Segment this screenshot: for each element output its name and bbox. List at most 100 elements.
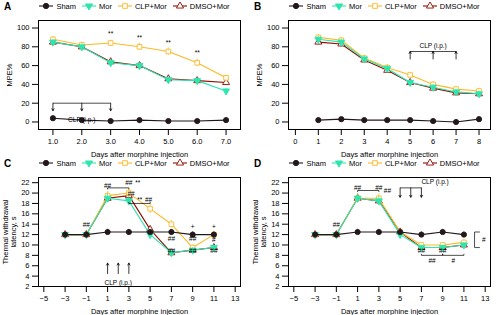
- svg-text:##: ##: [189, 235, 197, 242]
- svg-text:##: ##: [168, 247, 176, 254]
- svg-text:18: 18: [21, 199, 29, 208]
- svg-text:−5: −5: [290, 294, 299, 303]
- svg-text:CLP (i.p.): CLP (i.p.): [68, 116, 95, 124]
- svg-text:##: ##: [168, 235, 176, 242]
- svg-text:**: **: [135, 179, 141, 186]
- svg-text:Days after morphine injection: Days after morphine injection: [341, 307, 438, 315]
- svg-text:22: 22: [21, 178, 29, 187]
- svg-text:6.0: 6.0: [192, 137, 202, 146]
- svg-text:−5: −5: [40, 294, 49, 303]
- svg-text:40: 40: [21, 80, 29, 89]
- svg-text:80: 80: [271, 42, 279, 51]
- svg-text:80: 80: [21, 42, 29, 51]
- svg-text:#: #: [482, 236, 486, 243]
- svg-text:4: 4: [385, 137, 389, 146]
- svg-text:4: 4: [275, 272, 279, 281]
- svg-text:7: 7: [419, 294, 423, 303]
- svg-text:##: ##: [375, 184, 383, 191]
- svg-text:##: ##: [189, 247, 197, 254]
- svg-text:7.0: 7.0: [221, 137, 231, 146]
- svg-text:16: 16: [271, 209, 279, 218]
- svg-text:5.0: 5.0: [163, 137, 173, 146]
- svg-text:**: **: [195, 49, 201, 56]
- svg-text:5: 5: [398, 294, 402, 303]
- svg-text:8: 8: [25, 251, 29, 260]
- svg-text:5: 5: [148, 294, 152, 303]
- svg-text:CLP (i.p.): CLP (i.p.): [419, 42, 446, 50]
- svg-text:−1: −1: [332, 294, 341, 303]
- svg-text:8: 8: [275, 251, 279, 260]
- svg-text:10: 10: [271, 240, 279, 249]
- svg-text:60: 60: [271, 61, 279, 70]
- svg-text:13: 13: [481, 294, 489, 303]
- svg-text:##: ##: [384, 187, 392, 194]
- svg-text:11: 11: [210, 294, 218, 303]
- svg-text:##: ##: [145, 196, 153, 203]
- svg-text:6: 6: [431, 137, 435, 146]
- svg-text:9: 9: [441, 294, 445, 303]
- svg-text:0: 0: [275, 117, 279, 126]
- svg-text:4.0: 4.0: [134, 137, 144, 146]
- svg-text:2: 2: [25, 282, 29, 291]
- svg-text:8: 8: [477, 137, 481, 146]
- svg-text:##: ##: [439, 247, 447, 254]
- svg-text:12: 12: [21, 230, 29, 239]
- svg-text:22: 22: [271, 178, 279, 187]
- svg-text:##: ##: [210, 247, 218, 254]
- svg-text:4: 4: [25, 272, 29, 281]
- svg-text:20: 20: [271, 188, 279, 197]
- svg-text:6: 6: [275, 261, 279, 270]
- svg-text:5: 5: [408, 137, 412, 146]
- svg-text:3: 3: [362, 137, 366, 146]
- svg-text:+: +: [191, 223, 195, 230]
- svg-text:3.0: 3.0: [105, 137, 115, 146]
- svg-text:12: 12: [271, 230, 279, 239]
- svg-text:−1: −1: [82, 294, 91, 303]
- svg-text:CLP (i.p.): CLP (i.p.): [421, 178, 448, 186]
- svg-text:18: 18: [271, 199, 279, 208]
- svg-text:−3: −3: [311, 294, 320, 303]
- svg-text:Days after morphine injection: Days after morphine injection: [341, 150, 438, 159]
- svg-text:10: 10: [21, 240, 29, 249]
- svg-text:Thermal withdrawallatency, s: Thermal withdrawallatency, s: [1, 199, 18, 264]
- svg-text:**: **: [166, 39, 172, 46]
- svg-text:2.0: 2.0: [77, 137, 87, 146]
- svg-text:3: 3: [377, 294, 381, 303]
- svg-text:1: 1: [316, 137, 320, 146]
- svg-text:Days after morphine injection: Days after morphine injection: [91, 307, 188, 315]
- svg-text:MPE%: MPE%: [255, 63, 264, 86]
- svg-text:1.0: 1.0: [48, 137, 58, 146]
- svg-text:16: 16: [21, 209, 29, 218]
- svg-text:#: #: [212, 236, 216, 243]
- svg-text:3: 3: [127, 294, 131, 303]
- svg-text:14: 14: [21, 220, 29, 229]
- svg-text:2: 2: [339, 137, 343, 146]
- svg-text:9: 9: [191, 294, 195, 303]
- svg-text:100: 100: [17, 23, 30, 32]
- svg-text:6: 6: [25, 261, 29, 270]
- svg-text:##: ##: [104, 182, 112, 189]
- svg-text:2: 2: [275, 282, 279, 291]
- svg-text:40: 40: [271, 80, 279, 89]
- svg-text:##: ##: [83, 221, 91, 228]
- svg-text:**: **: [137, 196, 143, 203]
- svg-text:#: #: [451, 257, 455, 264]
- svg-text:7: 7: [454, 137, 458, 146]
- svg-text:20: 20: [21, 188, 29, 197]
- svg-text:CLP (i.p.): CLP (i.p.): [105, 279, 132, 287]
- svg-text:20: 20: [21, 99, 29, 108]
- svg-text:100: 100: [267, 23, 280, 32]
- svg-text:1: 1: [106, 294, 110, 303]
- svg-text:13: 13: [231, 294, 239, 303]
- svg-text:**: **: [108, 30, 114, 37]
- svg-text:−3: −3: [61, 294, 70, 303]
- svg-text:7: 7: [169, 294, 173, 303]
- svg-text:MPE%: MPE%: [5, 63, 14, 86]
- svg-text:Thermal withdrawallatency, s: Thermal withdrawallatency, s: [251, 199, 268, 264]
- svg-text:60: 60: [21, 61, 29, 70]
- svg-text:1: 1: [356, 294, 360, 303]
- svg-text:14: 14: [271, 220, 279, 229]
- svg-text:##: ##: [428, 257, 436, 264]
- svg-text:0: 0: [293, 137, 297, 146]
- svg-text:11: 11: [460, 294, 468, 303]
